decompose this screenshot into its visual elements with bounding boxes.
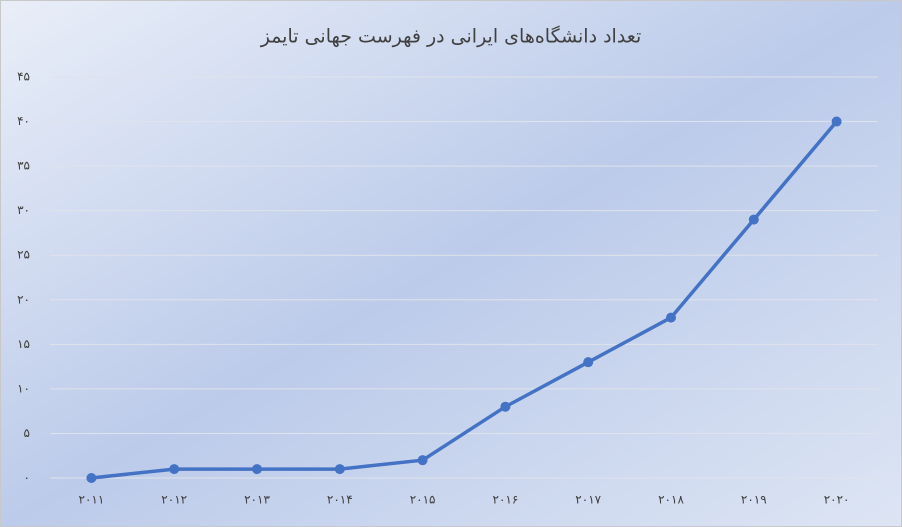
x-tick-label: ۲۰۱۷ (575, 493, 601, 507)
y-tick-label: ۵ (24, 426, 30, 440)
y-tick-label: ۱۵ (17, 337, 30, 351)
y-tick-label: ۴۰ (17, 114, 30, 128)
data-point (334, 464, 345, 475)
x-tick-label: ۲۰۱۶ (493, 493, 519, 507)
data-point (169, 464, 180, 475)
data-point (748, 214, 759, 225)
data-point (417, 455, 428, 466)
y-tick-label: ۲۵ (17, 248, 30, 262)
data-point (583, 357, 594, 368)
x-tick-label: ۲۰۱۱ (79, 493, 105, 507)
y-tick-label: ۳۰ (17, 203, 30, 217)
x-tick-label: ۲۰۱۲ (161, 493, 187, 507)
x-tick-label: ۲۰۱۴ (327, 493, 353, 507)
x-tick-label: ۲۰۱۳ (244, 493, 270, 507)
x-tick-label: ۲۰۱۹ (741, 493, 767, 507)
data-point (666, 312, 676, 323)
y-tick-label: ۳۵ (17, 159, 30, 173)
x-tick-label: ۲۰۱۸ (658, 493, 684, 507)
x-tick-label: ۲۰۲۰ (824, 493, 850, 507)
x-tick-label: ۲۰۱۵ (410, 493, 436, 507)
data-line (91, 120, 838, 480)
chart-title: تعداد دانشگاه‌های ایرانی در فهرست جهانی … (260, 25, 642, 48)
data-point (500, 401, 511, 412)
data-point (86, 473, 97, 483)
y-tick-label: ۱۰ (17, 381, 30, 395)
y-tick-label: ۴۵ (17, 70, 30, 84)
data-point (831, 116, 842, 127)
y-tick-label: ۲۰ (17, 292, 30, 306)
data-point (252, 464, 262, 475)
y-tick-label: ۰ (24, 471, 30, 485)
